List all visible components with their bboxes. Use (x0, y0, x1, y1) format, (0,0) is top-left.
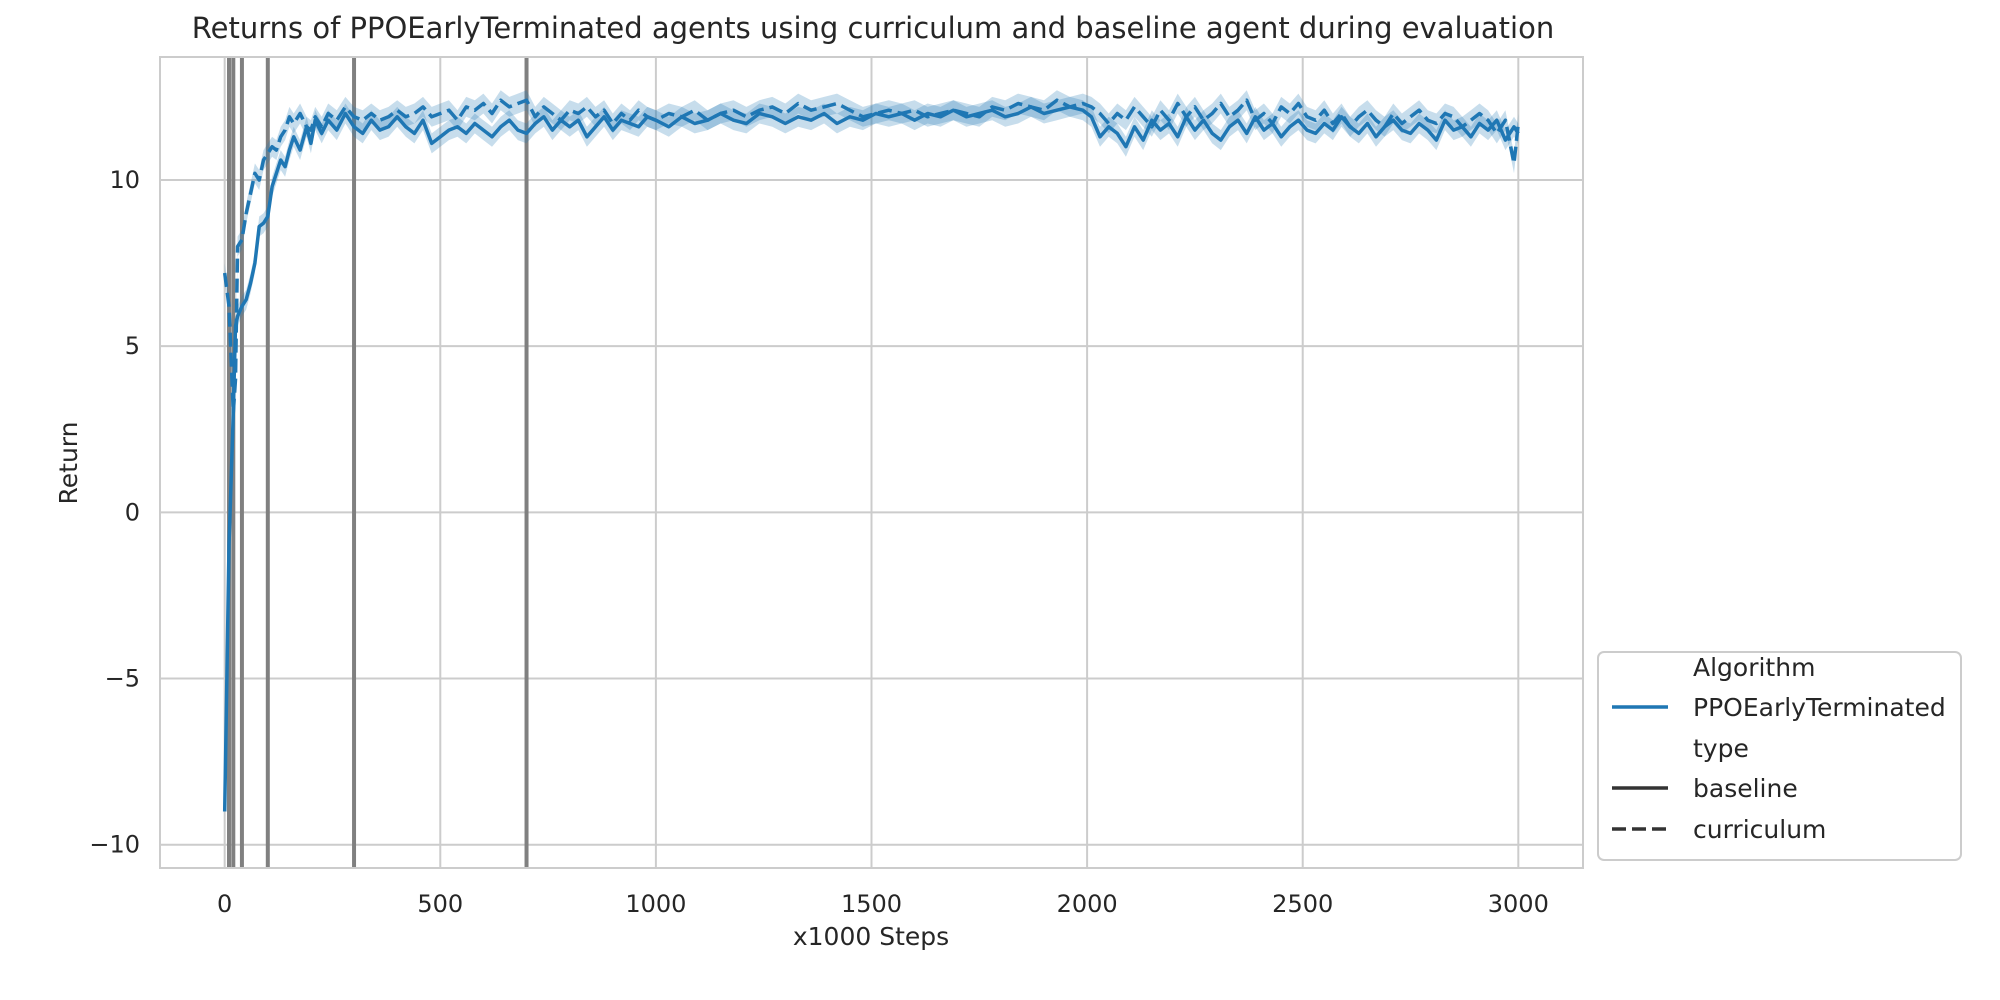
x-tick-label: 2000 (1057, 890, 1118, 918)
x-tick-label: 0 (217, 890, 232, 918)
curriculum-line (222, 98, 1521, 415)
legend-label: baseline (1693, 774, 1798, 803)
legend-header: type (1693, 734, 1749, 763)
tick-labels: 0 500 1000 1500 2000 2500 3000 −10 −5 0 5 10 (89, 166, 1549, 918)
y-axis-label: Return (54, 422, 83, 505)
legend: Algorithm PPOEarlyTerminated type baseline c… (1597, 651, 1962, 861)
y-tick-label: −10 (89, 831, 140, 859)
legend-label: curriculum (1693, 815, 1826, 844)
x-axis-label: x1000 Steps (793, 922, 949, 951)
y-tick-label: 10 (109, 166, 140, 194)
legend-label: PPOEarlyTerminated (1693, 693, 1946, 722)
x-tick-label: 3000 (1488, 890, 1549, 918)
grid-layer (160, 57, 1583, 868)
series-lines (222, 98, 1521, 812)
y-tick-label: 5 (125, 332, 140, 360)
x-tick-label: 1000 (625, 890, 686, 918)
baseline-line (222, 105, 1520, 812)
x-tick-label: 2500 (1272, 890, 1333, 918)
y-tick-label: 0 (125, 498, 140, 526)
x-tick-label: 1500 (841, 890, 902, 918)
plot-frame (159, 56, 1584, 869)
chart-title: Returns of PPOEarlyTerminated agents usi… (192, 11, 1554, 45)
y-tick-label: −5 (105, 665, 140, 693)
legend-header: Algorithm (1693, 653, 1815, 682)
legend-entries: Algorithm PPOEarlyTerminated type baseline c… (1612, 653, 1946, 844)
x-tick-label: 500 (417, 890, 463, 918)
legend-box (1597, 651, 1962, 861)
